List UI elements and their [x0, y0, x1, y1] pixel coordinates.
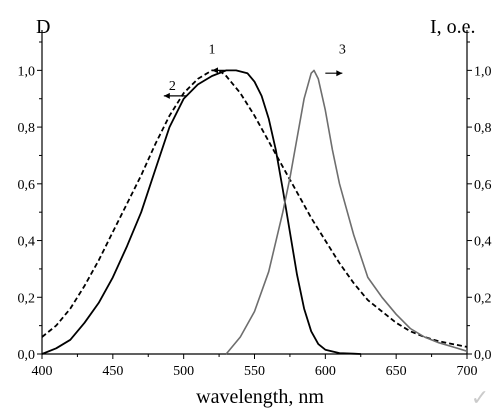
right-y-axis-title: I, o.e.	[430, 16, 476, 38]
left-y-tick-label: 0,4	[18, 235, 36, 250]
left-y-tick-label: 0,0	[18, 348, 36, 363]
watermark: ✓	[471, 386, 489, 411]
curve-labels: 1 2 3	[163, 42, 346, 99]
curve-arrow-head	[336, 70, 343, 77]
left-y-axis-title: D	[36, 16, 50, 38]
right-y-tick-label: 0,6	[474, 178, 492, 193]
left-y-tick-label: 0,8	[18, 121, 36, 136]
x-tick-label: 550	[244, 364, 265, 379]
left-y-tick-label: 0,2	[18, 291, 36, 306]
x-tick-label: 650	[386, 364, 407, 379]
right-y-ticks: 0,0 0,2 0,4 0,6 0,8 1,0	[467, 41, 492, 363]
series-line-2	[41, 69, 468, 348]
left-y-tick-label: 0,6	[18, 178, 36, 193]
x-tick-label: 600	[315, 364, 336, 379]
curve-label-2: 2	[169, 79, 176, 94]
curve-label-1: 1	[209, 42, 216, 57]
x-tick-label: 400	[32, 364, 53, 379]
right-y-tick-label: 1,0	[474, 64, 492, 79]
x-tick-label: 700	[457, 364, 478, 379]
x-tick-label: 450	[102, 364, 123, 379]
left-y-ticks: 0,0 0,2 0,4 0,6 0,8 1,0	[18, 41, 42, 363]
x-ticks: 400 450 500 550 600 650 700	[32, 354, 478, 379]
series-layer	[41, 69, 468, 355]
curve-arrow-head	[163, 92, 170, 99]
series-line-3	[225, 69, 468, 355]
left-y-tick-label: 1,0	[18, 64, 36, 79]
right-y-tick-label: 0,4	[474, 235, 492, 250]
right-y-tick-label: 0,2	[474, 291, 492, 306]
x-tick-label: 500	[173, 364, 194, 379]
curve-arrow-head	[212, 67, 218, 74]
x-axis-title: wavelength, nm	[196, 386, 324, 408]
curve-label-3: 3	[339, 42, 346, 57]
right-y-tick-label: 0,8	[474, 121, 492, 136]
right-y-tick-label: 0,0	[474, 348, 492, 363]
watermark-icon: ✓	[471, 386, 489, 411]
series-line-1	[41, 69, 361, 355]
